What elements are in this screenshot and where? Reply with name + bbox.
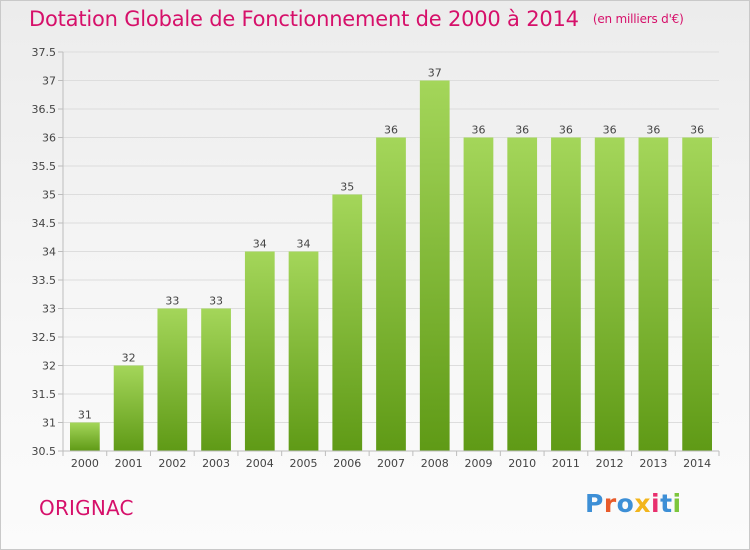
x-tick-label: 2003 (202, 457, 230, 470)
bar (594, 137, 625, 451)
bar (69, 422, 100, 451)
bar (638, 137, 669, 451)
y-tick-label: 36.5 (32, 103, 57, 116)
commune-name: ORIGNAC (39, 496, 134, 520)
y-tick-label: 36 (42, 132, 56, 145)
y-tick-label: 32.5 (32, 331, 57, 344)
bar (376, 137, 406, 451)
logo-letter: o (616, 489, 635, 518)
y-tick-label: 31.5 (32, 388, 57, 401)
x-tick-label: 2011 (552, 457, 580, 470)
bar-value-label: 36 (603, 124, 617, 137)
x-tick-label: 2014 (683, 457, 711, 470)
bar (682, 137, 713, 451)
x-tick-label: 2012 (596, 457, 624, 470)
x-tick-label: 2007 (377, 457, 405, 470)
y-tick-label: 34 (42, 246, 56, 259)
logo-letter: r (603, 489, 617, 518)
x-tick-label: 2009 (464, 457, 492, 470)
x-tick-label: 2000 (71, 457, 99, 470)
x-tick-label: 2004 (246, 457, 274, 470)
bar-value-label: 37 (428, 67, 442, 80)
logo-letter: x (634, 489, 651, 518)
x-tick-label: 2005 (290, 457, 318, 470)
bar-value-label: 32 (122, 352, 136, 365)
x-tick-label: 2008 (421, 457, 449, 470)
logo-letter: P (585, 489, 604, 518)
logo-letter: i (672, 489, 682, 518)
bar (288, 251, 319, 451)
chart-title-text: Dotation Globale de Fonctionnement de 20… (29, 7, 579, 31)
bar (244, 251, 275, 451)
bar (201, 308, 231, 451)
bar (463, 137, 494, 451)
x-tick-label: 2002 (158, 457, 186, 470)
x-tick-label: 2013 (639, 457, 667, 470)
y-tick-label: 33 (42, 303, 56, 316)
bar-value-label: 33 (165, 295, 179, 308)
logo-letter: t (660, 489, 673, 518)
axis-layer (58, 51, 720, 456)
y-tick-label: 30.5 (32, 445, 57, 458)
x-tick-label: 2010 (508, 457, 536, 470)
y-tick-label: 33.5 (32, 274, 57, 287)
proxiti-logo: Proxiti (585, 489, 682, 518)
chart-unit-label: (en milliers d'€) (592, 12, 684, 26)
chart-title: Dotation Globale de Fonctionnement de 20… (29, 7, 684, 31)
y-tick-label: 34.5 (32, 217, 57, 230)
x-tick-label: 2001 (115, 457, 143, 470)
bars-layer (69, 80, 713, 451)
bar-value-label: 36 (515, 124, 529, 137)
bar (157, 308, 188, 451)
bar-value-label: 36 (559, 124, 573, 137)
bar-value-label: 34 (297, 238, 311, 251)
bar-value-label: 31 (78, 409, 92, 422)
bar-value-label: 35 (340, 181, 354, 194)
logo-letter: i (651, 489, 661, 518)
bar-value-label: 36 (384, 124, 398, 137)
bar-value-label: 33 (209, 295, 223, 308)
bar-value-label: 36 (690, 124, 704, 137)
bar-value-label: 34 (253, 238, 267, 251)
y-tick-label: 31 (42, 417, 56, 430)
bar (113, 365, 144, 451)
y-tick-label: 35 (42, 189, 56, 202)
bar (551, 137, 581, 451)
y-tick-label: 37.5 (32, 46, 57, 59)
bar-value-label: 36 (471, 124, 485, 137)
bar-value-label: 36 (646, 124, 660, 137)
labels-layer: 30.5 31 31.5 32 32.5 33 33.5 34 34.5 35 35.5 36 36.5… (32, 46, 712, 470)
bar (332, 194, 363, 451)
x-tick-label: 2006 (333, 457, 361, 470)
bar (507, 137, 538, 451)
y-tick-label: 32 (42, 360, 56, 373)
bar (419, 80, 450, 451)
y-tick-label: 35.5 (32, 160, 57, 173)
y-tick-label: 37 (42, 75, 56, 88)
